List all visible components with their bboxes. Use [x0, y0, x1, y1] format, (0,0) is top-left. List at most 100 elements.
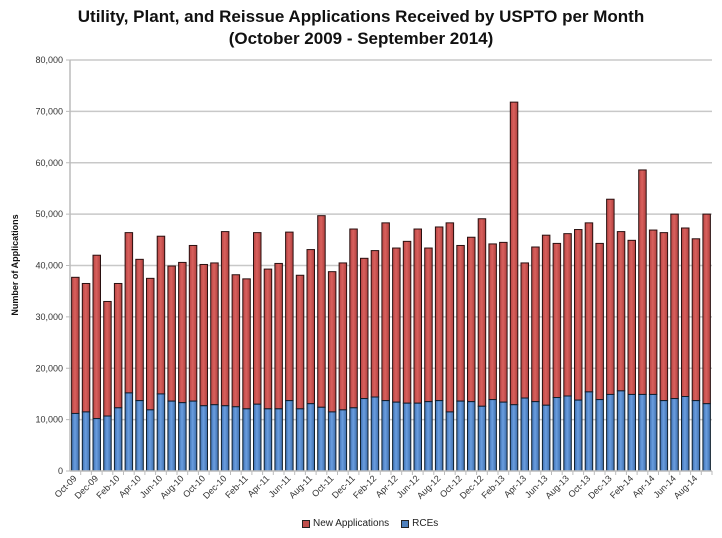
bar-rces	[167, 400, 176, 472]
bar-rces	[402, 402, 412, 472]
bar-new-applications	[349, 228, 358, 409]
bar-rces	[242, 408, 251, 472]
bar-rces	[146, 409, 155, 472]
bar-new-applications	[563, 233, 572, 397]
legend-item-rces: RCEs	[401, 518, 438, 529]
bar-new-applications	[584, 222, 594, 393]
bar-rces	[381, 400, 390, 472]
x-tick-label: Dec-10	[201, 473, 229, 501]
bar-new-applications	[113, 282, 123, 409]
bar-rces	[670, 398, 679, 472]
bar-new-applications	[317, 215, 326, 408]
bar-rces	[541, 404, 551, 472]
bar-new-applications	[477, 218, 487, 407]
bar-new-applications	[210, 262, 219, 406]
bar-new-applications	[595, 242, 604, 401]
bar-new-applications	[638, 169, 647, 395]
bar-rces	[199, 405, 208, 472]
legend-label-rces: RCEs	[412, 518, 439, 529]
bar-new-applications	[103, 300, 112, 417]
bar-new-applications	[445, 222, 455, 413]
bar-new-applications	[574, 229, 583, 401]
bar-rces	[616, 390, 626, 472]
y-tick-label: 40,000	[35, 261, 63, 271]
bar-rces	[531, 401, 540, 472]
legend: New Applications RCEs	[302, 518, 438, 529]
bar-new-applications	[509, 101, 519, 406]
bar-new-applications	[327, 271, 337, 413]
bar-rces	[499, 401, 508, 472]
bar-new-applications	[263, 268, 273, 410]
bar-new-applications	[231, 274, 241, 408]
bar-new-applications	[681, 227, 690, 398]
bar-rces	[231, 406, 241, 472]
bar-new-applications	[253, 232, 262, 405]
bar-new-applications	[156, 235, 166, 395]
bar-rces	[659, 400, 669, 472]
bar-new-applications	[520, 262, 529, 399]
bar-new-applications	[392, 247, 401, 403]
bar-rces	[606, 393, 615, 472]
bar-rces	[702, 403, 711, 472]
x-tick-label: Feb-11	[223, 473, 250, 500]
bar-new-applications	[178, 261, 187, 404]
legend-swatch-new-applications	[302, 519, 310, 528]
y-tick-label: 60,000	[35, 158, 63, 168]
x-tick-label: Aug-12	[415, 473, 443, 501]
bar-new-applications	[135, 258, 144, 402]
bar-rces	[327, 411, 337, 472]
bar-new-applications	[488, 243, 497, 401]
bar-new-applications	[285, 231, 294, 402]
bar-new-applications	[456, 244, 465, 402]
bar-rces	[574, 399, 583, 472]
bar-new-applications	[188, 244, 198, 402]
y-tick-label: 50,000	[35, 209, 63, 219]
legend-item-new-applications: New Applications	[302, 518, 389, 529]
bar-new-applications	[531, 246, 540, 403]
legend-label-new-applications: New Applications	[313, 518, 390, 529]
bar-new-applications	[434, 226, 444, 402]
bar-rces	[295, 408, 305, 472]
x-tick-label: Aug-11	[287, 473, 314, 500]
bar-rces	[681, 396, 690, 472]
bar-rces	[392, 401, 401, 472]
x-tick-label: Feb-10	[94, 473, 121, 500]
x-tick-label: Apr-12	[374, 473, 400, 499]
x-tick-label: Apr-14	[630, 473, 656, 499]
y-tick-label: 10,000	[35, 415, 63, 425]
bar-new-applications	[370, 250, 380, 398]
bar-rces	[274, 408, 283, 472]
bar-rces	[456, 400, 465, 472]
bar-new-applications	[616, 231, 626, 392]
x-tick-label: Feb-12	[351, 473, 378, 500]
bar-rces	[370, 396, 380, 472]
legend-swatch-rces	[401, 519, 410, 528]
x-tick-label: Aug-14	[672, 473, 700, 501]
bar-new-applications	[413, 228, 422, 404]
bar-rces	[156, 393, 166, 472]
x-tick-label: Apr-10	[117, 473, 143, 499]
x-tick-label: Aug-13	[543, 473, 571, 501]
bar-rces	[477, 405, 487, 472]
bar-new-applications	[499, 241, 508, 403]
bar-new-applications	[670, 213, 679, 400]
bar-rces	[595, 399, 604, 472]
x-tick-label: Dec-09	[73, 473, 101, 501]
bar-rces	[627, 393, 636, 472]
bar-new-applications	[220, 231, 230, 407]
y-tick-label: 20,000	[35, 363, 63, 373]
bar-new-applications	[295, 274, 305, 410]
bar-rces	[413, 402, 422, 472]
x-tick-label: Feb-13	[480, 473, 507, 500]
bar-rces	[338, 409, 348, 472]
bar-new-applications	[71, 276, 80, 414]
bar-rces	[210, 404, 219, 472]
bar-rces	[71, 412, 80, 472]
bar-rces	[263, 408, 273, 472]
x-tick-label: Apr-11	[246, 473, 272, 499]
y-tick-label: 30,000	[35, 312, 63, 322]
bar-new-applications	[702, 213, 711, 405]
bar-rces	[317, 406, 326, 472]
x-tick-label: Aug-10	[158, 473, 186, 501]
